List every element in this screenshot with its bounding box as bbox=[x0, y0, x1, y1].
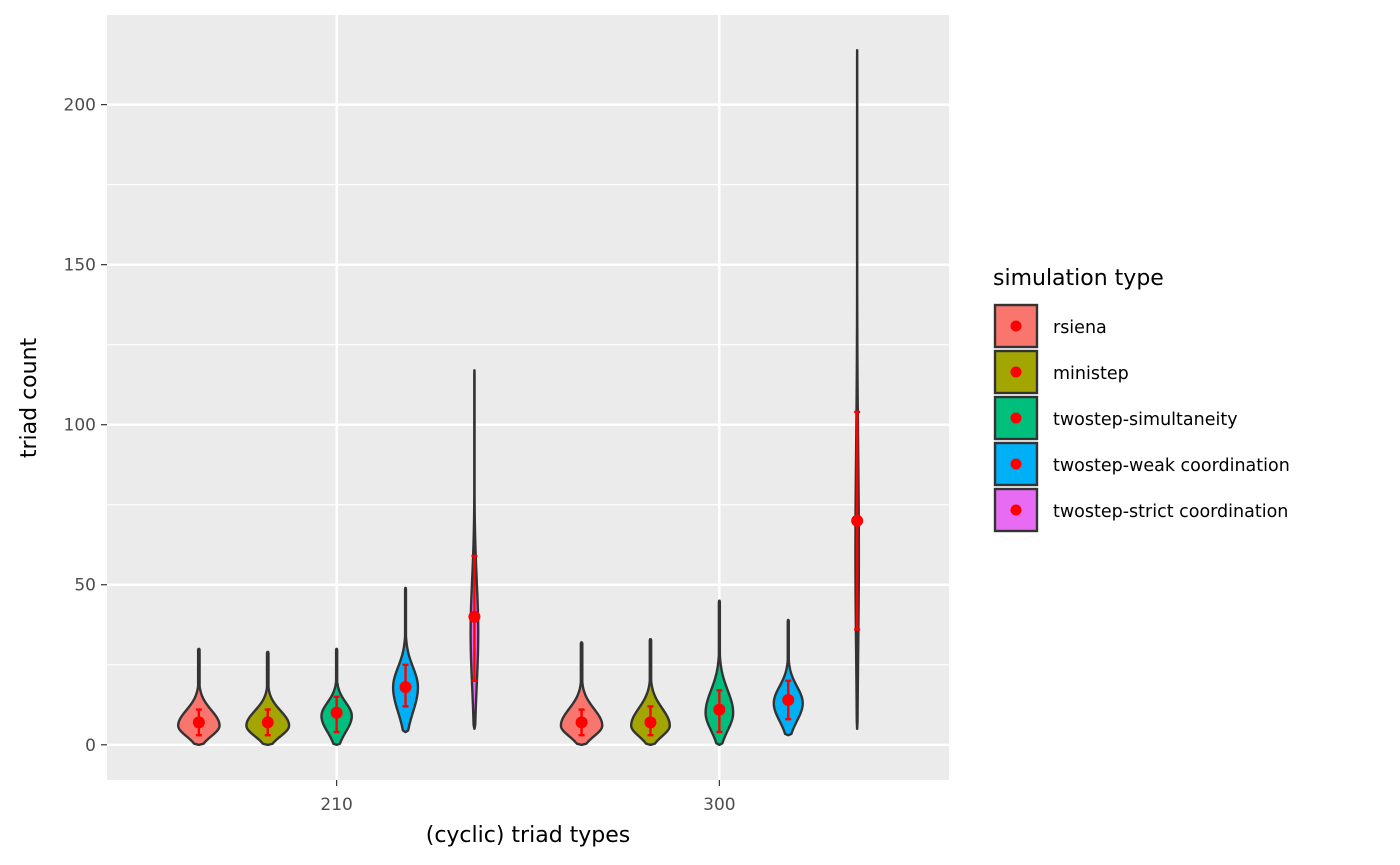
x-tick-label: 300 bbox=[703, 795, 735, 815]
legend-item: twostep-weak coordination bbox=[993, 441, 1290, 487]
legend-item: twostep-simultaneity bbox=[993, 395, 1238, 441]
violin-ministep-300 bbox=[630, 637, 671, 746]
y-tick-label: 200 bbox=[64, 96, 96, 116]
legend-title: simulation type bbox=[993, 266, 1164, 291]
y-tick-label: 150 bbox=[64, 256, 96, 276]
violin-rsiena-300 bbox=[559, 641, 604, 746]
x-axis-title: (cyclic) triad types bbox=[426, 823, 631, 848]
legend-key-point bbox=[1010, 412, 1022, 424]
minor-gridlines bbox=[107, 184, 949, 666]
violin-twostep-weak-coordination-210 bbox=[391, 586, 420, 734]
legend-label: twostep-weak coordination bbox=[1053, 456, 1290, 476]
legend-key-point bbox=[1010, 366, 1022, 378]
violins bbox=[176, 49, 864, 746]
plot-panel bbox=[107, 15, 949, 780]
legend-key-point bbox=[1010, 320, 1022, 332]
legend-item: twostep-strict coordination bbox=[993, 487, 1288, 533]
legend-label: twostep-strict coordination bbox=[1053, 502, 1288, 522]
y-axis-title: triad count bbox=[17, 337, 42, 458]
legend-key-point bbox=[1010, 458, 1022, 470]
violin-rsiena-210 bbox=[176, 647, 221, 746]
violin-ministep-210 bbox=[245, 650, 291, 746]
y-tick-label: 100 bbox=[64, 416, 96, 436]
y-tick-label: 50 bbox=[74, 576, 96, 596]
mean-point bbox=[330, 706, 343, 719]
mean-point bbox=[399, 681, 412, 694]
mean-point bbox=[468, 610, 481, 623]
violin-twostep-weak-coordination-300 bbox=[772, 618, 804, 737]
violin-twostep-simultaneity-300 bbox=[704, 599, 735, 746]
mean-point bbox=[713, 703, 726, 716]
y-axis: 0 50 100 150 200 bbox=[64, 96, 107, 756]
x-axis: 210 300 bbox=[320, 780, 736, 815]
y-tick-label: 0 bbox=[85, 736, 96, 756]
mean-point bbox=[851, 514, 864, 527]
x-tick-label: 210 bbox=[320, 795, 352, 815]
legend-key-point bbox=[1010, 504, 1022, 516]
mean-point bbox=[192, 716, 205, 729]
legend-label: ministep bbox=[1053, 364, 1129, 384]
mean-point bbox=[644, 716, 657, 729]
legend: simulation type rsiena ministep twostep-si… bbox=[993, 266, 1290, 533]
mean-point bbox=[261, 716, 274, 729]
mean-point bbox=[782, 693, 795, 706]
mean-point bbox=[575, 716, 588, 729]
legend-label: rsiena bbox=[1053, 318, 1107, 338]
legend-item: ministep bbox=[993, 349, 1129, 395]
legend-item: rsiena bbox=[993, 303, 1107, 349]
legend-label: twostep-simultaneity bbox=[1053, 410, 1238, 430]
